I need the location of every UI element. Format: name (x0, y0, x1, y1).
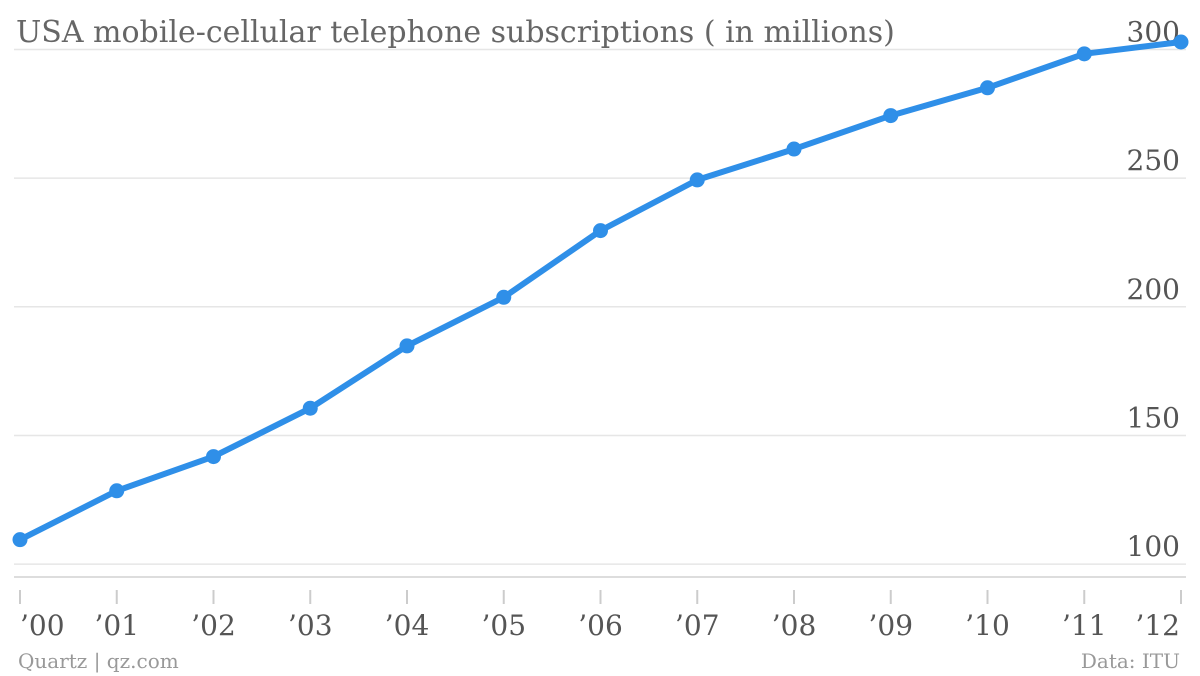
x-tick-label: ’05 (481, 609, 526, 642)
data-point (496, 289, 512, 305)
data-point (689, 172, 705, 188)
series-line (17, 39, 1184, 543)
x-tick-label: ’09 (868, 609, 913, 642)
y-tick-label: 250 (1127, 144, 1180, 177)
x-tick-label: ’06 (578, 609, 623, 642)
data-point (1173, 34, 1189, 50)
data-point (786, 141, 802, 157)
data-point (206, 449, 221, 465)
y-tick-label: 150 (1127, 401, 1180, 434)
data-point (980, 80, 995, 96)
gridlines (14, 48, 1186, 565)
y-tick-label: 100 (1127, 530, 1180, 563)
footer-data-credit: Data: ITU (1081, 649, 1180, 673)
x-tick-label: ’03 (288, 609, 333, 642)
y-tick-label: 200 (1127, 273, 1180, 306)
x-tick-label: ’01 (94, 609, 139, 642)
x-tick-label: ’04 (385, 609, 430, 642)
footer-source: Quartz | qz.com (18, 649, 179, 674)
data-point (1076, 46, 1092, 62)
x-tick-label: ’07 (675, 609, 720, 642)
x-axis-ticks: ’00 ’01 ’02 ’03 ’04 ’05 ’06 ’07 ’08 ’09 ’10 ’11 ’12 (19, 590, 1182, 642)
data-point (12, 532, 28, 548)
data-point (109, 483, 125, 499)
x-tick-label: ’11 (1062, 609, 1107, 642)
data-points (12, 34, 1189, 548)
data-point (593, 223, 608, 239)
x-tick-label: ’10 (965, 609, 1010, 642)
data-point (883, 108, 899, 124)
x-tick-label: ’02 (191, 609, 236, 642)
chart-title: USA mobile-cellular telephone subscripti… (16, 15, 895, 50)
x-tick-label: ’00 (20, 609, 65, 642)
x-tick-label: ’12 (1135, 609, 1180, 642)
data-point (399, 338, 415, 354)
data-point (302, 400, 318, 416)
x-tick-label: ’08 (772, 609, 817, 642)
